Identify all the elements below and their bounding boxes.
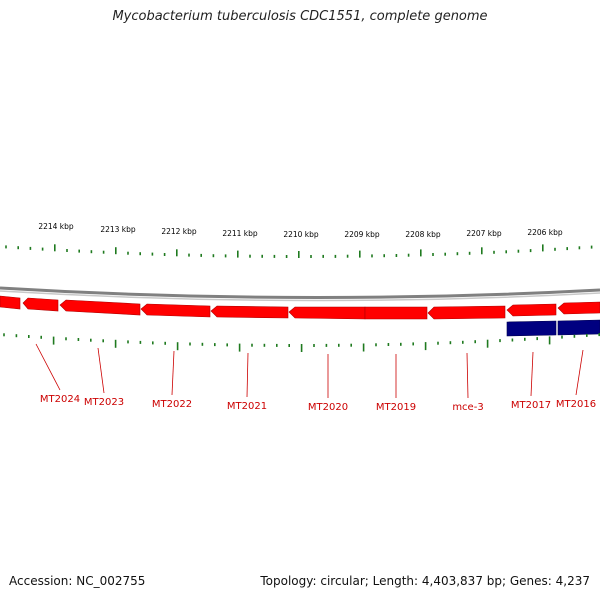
kbp-label: 2210 kbp xyxy=(283,230,319,239)
gene-arrow[interactable] xyxy=(0,295,21,310)
gene-arrow-reverse[interactable] xyxy=(557,319,600,336)
leader-line xyxy=(530,351,534,397)
gene-labels: MT2024 MT2023 MT2022 MT2021 MT2020 MT201… xyxy=(40,394,596,413)
gene-arrow[interactable] xyxy=(288,306,366,320)
leader-line xyxy=(466,352,469,399)
kbp-label: 2208 kbp xyxy=(405,230,441,239)
gene-label[interactable]: MT2021 xyxy=(227,401,267,412)
gene-label[interactable]: MT2016 xyxy=(556,399,596,410)
kbp-label: 2214 kbp xyxy=(38,222,74,231)
kbp-label: 2206 kbp xyxy=(527,228,563,237)
gene-arrow[interactable] xyxy=(210,305,289,319)
gene-arrow[interactable] xyxy=(22,297,59,312)
gene-arrow[interactable] xyxy=(557,301,600,315)
kbp-labels: 2214 kbp 2213 kbp 2212 kbp 2211 kbp 2210… xyxy=(38,222,563,239)
gene-label[interactable]: MT2023 xyxy=(84,397,124,408)
kbp-label: 2209 kbp xyxy=(344,230,380,239)
gene-label[interactable]: MT2022 xyxy=(152,399,192,410)
gene-arrow-reverse[interactable] xyxy=(506,320,557,337)
gene-arrow[interactable] xyxy=(364,306,428,320)
gene-label[interactable]: MT2024 xyxy=(40,394,80,405)
kbp-label: 2207 kbp xyxy=(466,229,502,238)
outer-ruler xyxy=(5,244,593,258)
genome-summary-text: Topology: circular; Length: 4,403,837 bp… xyxy=(260,574,590,588)
kbp-label: 2212 kbp xyxy=(161,227,197,236)
kbp-label: 2211 kbp xyxy=(222,229,258,238)
gene-arrow[interactable] xyxy=(59,299,141,316)
leader-line xyxy=(35,343,61,391)
accession-text: Accession: NC_002755 xyxy=(9,574,146,588)
label-leaders xyxy=(35,343,584,399)
gene-arrow[interactable] xyxy=(427,305,506,320)
gene-label[interactable]: MT2020 xyxy=(308,402,348,413)
inner-ruler xyxy=(3,333,600,352)
gene-arrow[interactable] xyxy=(506,303,557,317)
gene-label[interactable]: MT2019 xyxy=(376,402,416,413)
gene-label[interactable]: mce-3 xyxy=(452,402,483,413)
leader-line xyxy=(171,350,175,396)
backbone-inner-line xyxy=(0,290,600,302)
gene-arrow[interactable] xyxy=(140,303,211,318)
kbp-label: 2213 kbp xyxy=(100,225,136,234)
leader-line xyxy=(575,349,584,396)
backbone-outer-line xyxy=(0,286,600,300)
leader-line xyxy=(246,352,249,398)
gene-label[interactable]: MT2017 xyxy=(511,400,551,411)
map-title: Mycobacterium tuberculosis CDC1551, comp… xyxy=(112,9,488,24)
gene-arrows xyxy=(0,295,600,337)
leader-line xyxy=(97,347,105,394)
